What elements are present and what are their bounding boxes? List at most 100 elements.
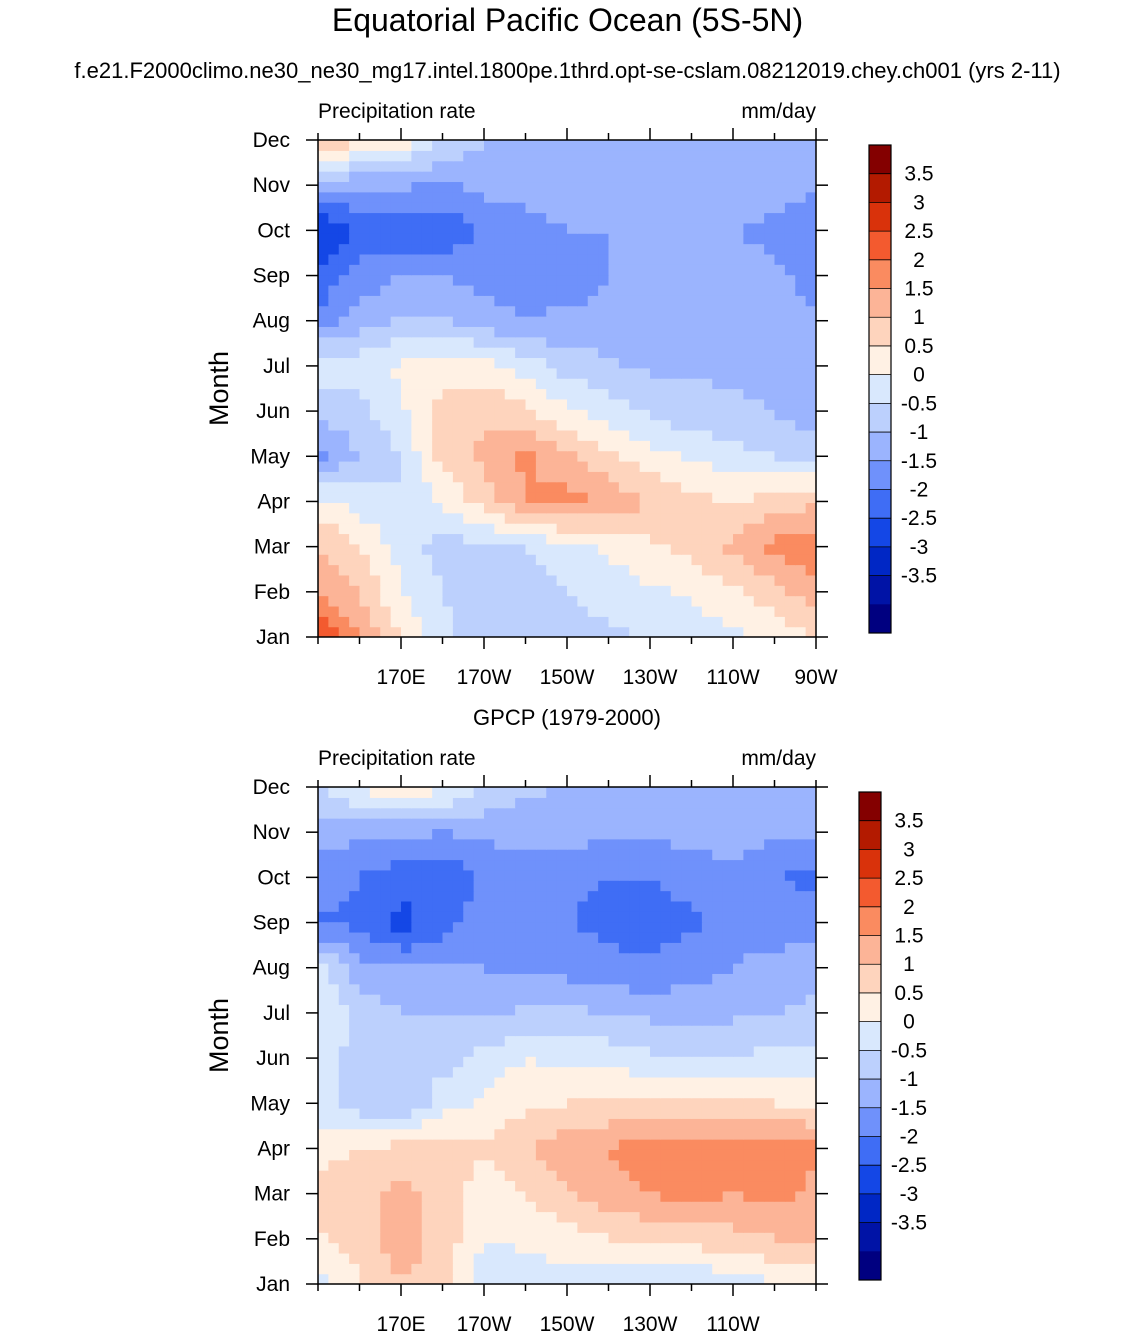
- heat-cell: [784, 869, 796, 881]
- heat-cell: [328, 243, 340, 255]
- heat-cell: [753, 900, 765, 912]
- heat-cell: [764, 973, 776, 985]
- heat-cell: [618, 243, 630, 255]
- heat-cell: [463, 973, 475, 985]
- heat-cell: [733, 419, 744, 431]
- heat-cell: [764, 1128, 776, 1140]
- heat-cell: [442, 295, 454, 307]
- heat-cell: [681, 140, 693, 151]
- heat-cell: [535, 512, 547, 524]
- heat-cell: [701, 274, 713, 286]
- heat-cell: [473, 1025, 485, 1037]
- heat-cell: [494, 471, 506, 483]
- heat-cell: [795, 512, 807, 524]
- heat-cell: [670, 274, 682, 286]
- heat-cell: [380, 140, 392, 151]
- heat-cell: [639, 838, 651, 850]
- heat-cell: [670, 983, 682, 995]
- heat-cell: [369, 1273, 381, 1284]
- heat-cell: [670, 295, 682, 307]
- heat-cell: [577, 492, 589, 503]
- heat-cell: [795, 963, 807, 974]
- heat-cell: [390, 1118, 402, 1130]
- heat-cell: [463, 859, 475, 871]
- left-label: Precipitation rate: [318, 100, 476, 123]
- heat-cell: [701, 900, 713, 912]
- heat-cell: [795, 859, 807, 871]
- heat-cell: [494, 533, 506, 545]
- heat-cell: [639, 243, 651, 255]
- heat-cell: [805, 253, 816, 265]
- heat-cell: [650, 1242, 661, 1254]
- heat-cell: [598, 388, 610, 400]
- heat-cell: [774, 973, 786, 985]
- heat-cell: [712, 222, 724, 234]
- heat-cell: [504, 150, 516, 162]
- heat-cell: [349, 828, 361, 840]
- heat-cell: [701, 398, 713, 410]
- heat-cell: [338, 1107, 350, 1119]
- heat-cell: [577, 942, 589, 954]
- heat-cell: [369, 942, 381, 954]
- heat-cell: [484, 1045, 495, 1057]
- heat-cell: [784, 564, 796, 576]
- heat-cell: [733, 787, 744, 798]
- heat-cell: [401, 900, 412, 912]
- heat-cell: [650, 828, 661, 840]
- heat-cell: [494, 1170, 506, 1182]
- heat-cell: [442, 150, 454, 162]
- heat-cell: [733, 554, 744, 566]
- heat-cell: [743, 429, 755, 441]
- heat-cell: [442, 347, 454, 359]
- heat-cell: [525, 471, 537, 483]
- heat-cell: [701, 191, 713, 203]
- heat-cell: [359, 564, 371, 576]
- heat-cell: [473, 880, 485, 892]
- heat-cell: [701, 828, 713, 840]
- heat-cell: [494, 1242, 506, 1254]
- heat-cell: [753, 595, 765, 607]
- heat-cell: [691, 316, 703, 327]
- heat-cell: [639, 409, 651, 421]
- heat-cell: [359, 595, 371, 607]
- heat-cell: [390, 1201, 402, 1213]
- heat-cell: [691, 849, 703, 861]
- heat-cell: [546, 429, 558, 441]
- heat-cell: [618, 1242, 630, 1254]
- heat-cell: [795, 326, 807, 338]
- heat-cell: [764, 1232, 776, 1244]
- heat-cell: [525, 585, 537, 597]
- heat-cell: [515, 171, 527, 183]
- heat-cell: [722, 585, 734, 597]
- heat-cell: [421, 1128, 433, 1140]
- heat-cell: [722, 140, 734, 151]
- heat-cell: [318, 1170, 329, 1182]
- heat-cell: [452, 1066, 464, 1078]
- heat-cell: [577, 1035, 589, 1047]
- heat-cell: [515, 398, 527, 410]
- heat-cell: [608, 807, 620, 819]
- heat-cell: [629, 1118, 641, 1130]
- heat-cell: [484, 191, 495, 203]
- heat-cell: [432, 1252, 444, 1264]
- heat-cell: [753, 440, 765, 452]
- heat-cell: [618, 595, 630, 607]
- heat-cell: [421, 585, 433, 597]
- heat-cell: [328, 952, 340, 964]
- heat-cell: [463, 1242, 475, 1254]
- heat-cell: [515, 1097, 527, 1109]
- heat-cell: [733, 1118, 744, 1130]
- heat-cell: [784, 973, 796, 985]
- heat-cell: [473, 243, 485, 255]
- heat-cell: [494, 595, 506, 607]
- heat-cell: [432, 388, 444, 400]
- heat-cell: [463, 409, 475, 421]
- heat-cell: [525, 828, 537, 840]
- heat-cell: [598, 243, 610, 255]
- heat-cell: [805, 326, 816, 338]
- heat-cell: [484, 1252, 495, 1264]
- heat-cell: [660, 1097, 672, 1109]
- heat-cell: [774, 347, 786, 359]
- heat-cell: [618, 911, 630, 923]
- heat-cell: [712, 471, 724, 483]
